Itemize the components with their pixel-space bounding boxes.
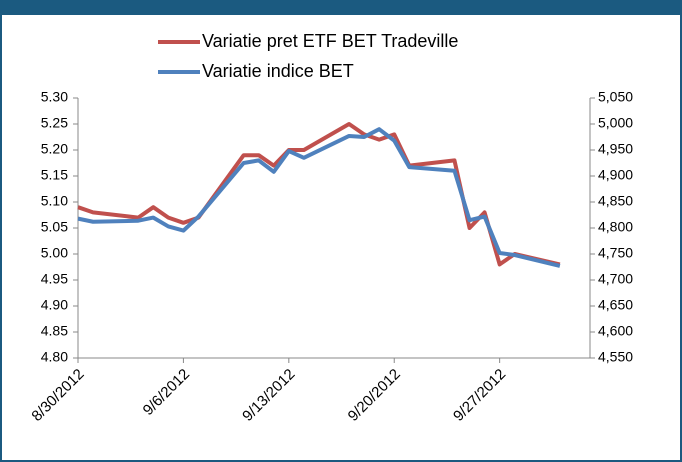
y-tick-label: 5.00 — [41, 245, 68, 261]
y2-tick-label: 4,600 — [598, 323, 633, 339]
y2-tick-label: 4,700 — [598, 271, 633, 287]
y2-tick-label: 5,000 — [598, 115, 633, 131]
y-tick-label: 4.90 — [41, 297, 68, 313]
y-tick-label: 4.85 — [41, 323, 68, 339]
legend-label: Variatie indice BET — [202, 61, 354, 81]
y2-tick-label: 4,900 — [598, 167, 633, 183]
y-tick-label: 5.05 — [41, 219, 68, 235]
top-bar — [0, 0, 682, 15]
y2-tick-label: 4,800 — [598, 219, 633, 235]
y2-tick-label: 4,850 — [598, 193, 633, 209]
y-tick-label: 5.10 — [41, 193, 68, 209]
y2-tick-label: 4,650 — [598, 297, 633, 313]
y2-tick-label: 5,050 — [598, 89, 633, 105]
y-tick-label: 4.95 — [41, 271, 68, 287]
y2-tick-label: 4,550 — [598, 349, 633, 365]
y-tick-label: 4.80 — [41, 349, 68, 365]
legend-label: Variatie pret ETF BET Tradeville — [202, 31, 458, 51]
y2-tick-label: 4,750 — [598, 245, 633, 261]
series-line — [77, 122, 561, 267]
y-tick-label: 5.25 — [41, 115, 68, 131]
y-tick-label: 5.20 — [41, 141, 68, 157]
y-tick-label: 5.15 — [41, 167, 68, 183]
y-tick-label: 5.30 — [41, 89, 68, 105]
y2-tick-label: 4,950 — [598, 141, 633, 157]
series-line — [77, 127, 561, 268]
